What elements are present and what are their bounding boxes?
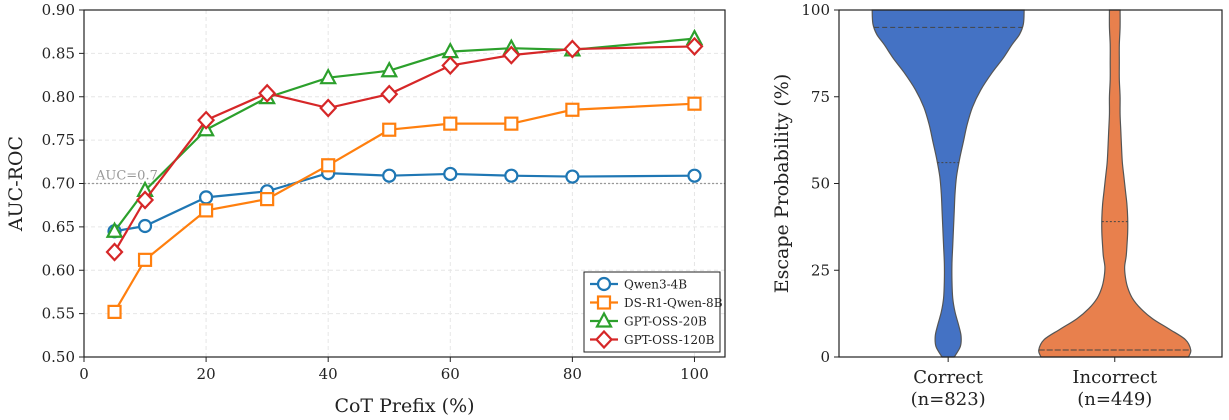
data-point-marker: [443, 166, 458, 182]
violin-shapes-group: [871, 9, 1192, 358]
legend-swatch-marker: [596, 276, 612, 292]
data-point-marker: [198, 203, 214, 218]
data-point-marker: [565, 169, 580, 184]
data-point-marker: [685, 36, 704, 57]
escape-probability-violin-chart: 0 25 50 75 100 Correct(n=823) Incorrect(n=449…: [771, 1, 1223, 410]
data-point-marker: [198, 190, 214, 205]
legend-item: Qwen3-4B: [590, 276, 687, 292]
category-label: Incorrect: [1072, 367, 1158, 388]
legend-swatch-marker: [595, 311, 613, 328]
legend-item: GPT-OSS-120B: [590, 329, 715, 350]
y-tick-label: 0: [820, 348, 830, 366]
data-point-marker: [105, 221, 124, 238]
violin-chart-y-axis-title: Escape Probability (%): [771, 74, 793, 294]
series-gpt-oss-120b: [105, 36, 704, 262]
data-point-marker: [502, 45, 521, 65]
y-tick-label: 0.90: [42, 1, 75, 19]
y-tick-label: 0.75: [42, 131, 75, 149]
x-tick-label: 0: [79, 365, 89, 383]
legend-label: DS-R1-Qwen-8B: [624, 296, 723, 310]
data-point-marker: [137, 252, 153, 267]
data-point-marker: [321, 158, 336, 173]
y-tick-label: 25: [811, 261, 830, 279]
category-label: (n=449): [1077, 389, 1152, 410]
y-tick-label: 0.55: [42, 305, 75, 323]
violin-body: [1038, 9, 1192, 358]
data-point-marker: [565, 102, 580, 117]
legend-swatch-marker: [594, 329, 614, 350]
data-point-marker: [687, 168, 702, 183]
data-point-marker: [441, 55, 460, 76]
data-point-marker: [504, 168, 519, 183]
y-tick-label: 0.60: [42, 261, 75, 279]
line-chart-y-ticks: 0.50 0.55 0.60 0.65 0.70 0.75 0.80 0.85 0.90: [42, 1, 84, 366]
data-point-marker: [382, 168, 397, 183]
violin-chart-frame: [838, 9, 1223, 358]
series-line: [113, 45, 695, 253]
x-tick-label: 100: [680, 365, 709, 383]
violin-body: [871, 9, 1025, 358]
legend-swatch-marker: [596, 295, 612, 310]
data-point-marker: [260, 192, 275, 207]
data-point-marker: [105, 242, 124, 262]
auc-line-chart: AUC=0.7 0 20 40 60 80 100 0.50 0.55 0.60 0.65 0.7…: [5, 1, 726, 417]
auc-reference-label: AUC=0.7: [95, 169, 158, 184]
data-point-marker: [136, 190, 155, 210]
y-tick-label: 0.80: [42, 88, 75, 106]
series-line: [113, 102, 695, 313]
y-tick-label: 0.65: [42, 218, 75, 236]
legend-label: GPT-OSS-120B: [624, 333, 715, 347]
x-tick-label: 20: [197, 365, 216, 383]
series-ds-r1-qwen-8b: [107, 96, 702, 319]
line-series-group: [105, 28, 704, 319]
series-line: [114, 171, 695, 233]
violin-correct: [871, 9, 1025, 358]
legend-label: GPT-OSS-20B: [624, 315, 707, 329]
category-label: Correct: [913, 367, 984, 388]
data-point-marker: [563, 39, 582, 59]
data-point-marker: [258, 83, 277, 103]
y-tick-label: 100: [801, 1, 830, 19]
line-chart-x-axis-title: CoT Prefix (%): [334, 395, 474, 417]
violin-incorrect: [1038, 9, 1192, 358]
line-chart-legend: Qwen3-4B DS-R1-Qwen-8B GPT-OSS-20B GPT-OSS-…: [583, 271, 723, 353]
data-point-marker: [687, 96, 702, 111]
data-point-marker: [504, 116, 519, 131]
data-point-marker: [137, 218, 153, 234]
violin-chart-y-ticks: 0 25 50 75 100: [801, 1, 839, 366]
x-tick-label: 40: [319, 365, 338, 383]
data-point-marker: [319, 67, 338, 85]
category-label: (n=823): [911, 389, 986, 410]
y-tick-label: 0.85: [42, 44, 75, 62]
line-chart-y-axis-title: AUC-ROC: [5, 136, 27, 232]
line-chart-x-ticks: 0 20 40 60 80 100: [79, 357, 709, 383]
data-point-marker: [382, 122, 397, 137]
data-point-marker: [380, 84, 399, 104]
y-tick-label: 0.50: [42, 348, 75, 366]
x-tick-label: 80: [563, 365, 582, 383]
data-point-marker: [107, 304, 122, 319]
data-point-marker: [319, 98, 338, 118]
y-tick-label: 0.70: [42, 175, 75, 193]
violin-chart-x-ticks: Correct(n=823) Incorrect(n=449): [911, 357, 1158, 410]
x-tick-label: 60: [441, 365, 460, 383]
y-tick-label: 50: [811, 175, 830, 193]
legend-item: DS-R1-Qwen-8B: [590, 295, 723, 310]
line-chart-frame: [83, 9, 726, 358]
data-point-marker: [380, 60, 399, 78]
y-tick-label: 75: [811, 88, 830, 106]
data-point-marker: [197, 110, 216, 130]
legend-item: GPT-OSS-20B: [590, 311, 707, 329]
data-point-marker: [443, 116, 458, 131]
legend-label: Qwen3-4B: [624, 278, 687, 292]
